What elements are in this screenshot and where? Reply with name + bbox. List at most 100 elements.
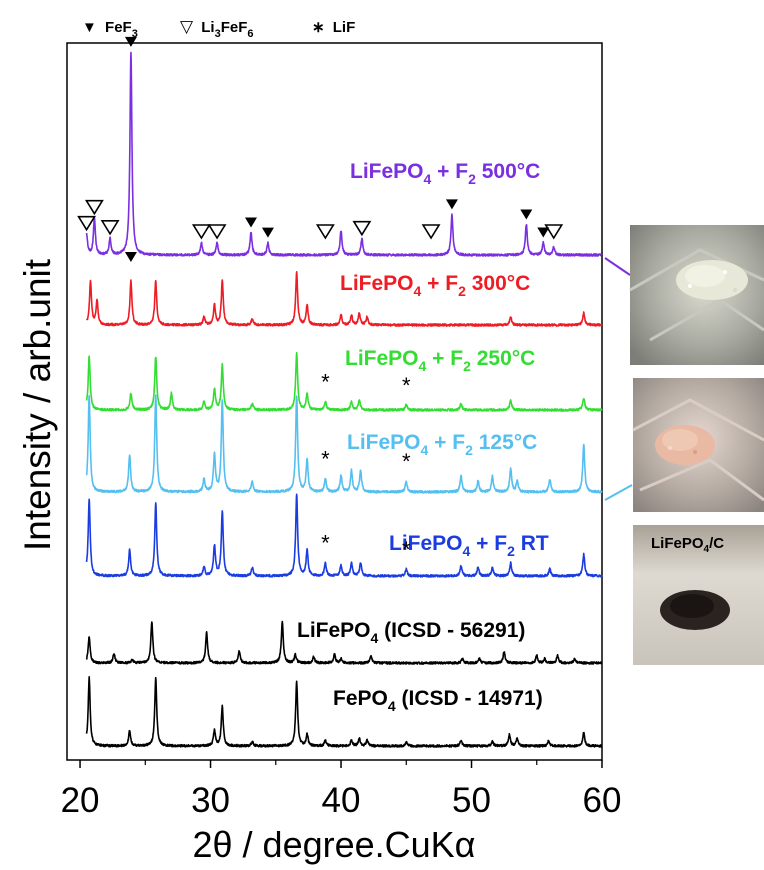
label-sRT-sub: 4: [463, 543, 471, 559]
marker-lif: *: [321, 370, 330, 395]
label-s125-tail: 125°C: [473, 431, 537, 454]
label-s250-post: + F: [426, 347, 463, 370]
label-s500-post: + F: [431, 160, 468, 183]
marker-li3fef6: [100, 220, 120, 236]
label-sRT-sub2: 2: [507, 543, 515, 559]
x-tick-label: 50: [452, 781, 491, 820]
marker-fef3: [261, 227, 274, 238]
marker-li3fef6: [421, 224, 441, 240]
trace-s500: [85, 51, 603, 257]
photo-fluorinated-500: [629, 225, 764, 365]
marker-li3fef6: [315, 224, 335, 240]
label-s300-post: + F: [421, 272, 458, 295]
photo-label-post: /C: [709, 535, 724, 552]
marker-fef3: [520, 209, 533, 220]
legend-li3fef6-base: Li: [201, 19, 214, 36]
peak-markers: * * * * * *: [77, 36, 564, 562]
marker-fef3: [445, 199, 458, 210]
connector-line-500: [604, 257, 631, 276]
label-sFP-post: (ICSD - 14971): [396, 687, 543, 710]
legend-lif: ∗ LiF: [312, 19, 355, 36]
trace-sLFP: [85, 620, 603, 665]
legend-li3fef6: ▽ Li3FeF6: [180, 17, 254, 40]
marker-li3fef6: [544, 224, 564, 240]
trace-s300: [85, 271, 603, 327]
label-s300: LiFePO4 + F2 300°C: [340, 272, 530, 299]
marker-li3fef6: [207, 224, 227, 240]
trace-s250: [85, 351, 603, 412]
label-s125-sub2: 2: [465, 442, 473, 458]
legend-li3fef6-rest: FeF: [221, 19, 248, 36]
legend: ▼ FeF3 ▽ Li3FeF6 ∗ LiF: [82, 17, 355, 40]
photo-label-sub: 4: [704, 544, 710, 555]
legend-li3fef6-sub: 3: [215, 28, 221, 40]
label-sRT-tail: RT: [515, 532, 549, 555]
trace-sRT: [85, 493, 603, 578]
label-sFP: FePO4 (ICSD - 14971): [333, 687, 543, 714]
marker-fef3: [124, 36, 137, 47]
legend-lif-symbol: ∗: [312, 19, 325, 36]
label-s125-post: + F: [428, 431, 465, 454]
label-sLFP: LiFePO4 (ICSD - 56291): [297, 619, 525, 646]
marker-fef3: [244, 217, 257, 228]
legend-lif-base: LiF: [333, 19, 356, 36]
label-s500-sub2: 2: [468, 171, 476, 187]
marker-lif: *: [321, 447, 330, 472]
photo-fluorinated-125: [632, 378, 764, 512]
label-s300-pre: LiFePO: [340, 272, 414, 295]
label-sFP-sub: 4: [388, 698, 396, 714]
legend-fef3-sub: 3: [132, 28, 138, 40]
label-s125: LiFePO4 + F2 125°C: [347, 431, 537, 458]
legend-li3fef6-sub2: 6: [247, 28, 253, 40]
legend-fef3: ▼ FeF3: [82, 19, 138, 40]
trace-s125: [85, 394, 603, 494]
y-axis-label: Intensity / arb.unit: [17, 258, 58, 551]
legend-fef3-base: FeF: [105, 19, 132, 36]
label-sFP-pre: FePO: [333, 687, 388, 710]
label-s125-pre: LiFePO: [347, 431, 421, 454]
series-traces: [85, 51, 603, 748]
label-sLFP-post: (ICSD - 56291): [378, 619, 525, 642]
label-s125-sub: 4: [421, 442, 429, 458]
marker-lif: *: [402, 373, 411, 398]
trace-sFP: [85, 675, 603, 748]
legend-li3fef6-symbol: ▽: [180, 17, 194, 36]
label-s500: LiFePO4 + F2 500°C: [350, 160, 540, 187]
x-tick-label: 40: [322, 781, 361, 820]
label-s250-sub2: 2: [463, 358, 471, 374]
x-tick-label: 20: [61, 781, 100, 820]
label-sRT-pre: LiFePO: [389, 532, 463, 555]
label-s250: LiFePO4 + F2 250°C: [345, 347, 535, 374]
label-sLFP-sub: 4: [371, 630, 379, 646]
photo-label-pre: LiFePO: [651, 535, 704, 552]
marker-li3fef6: [352, 220, 372, 237]
x-axis-ticks: 20 30 40 50 60: [61, 760, 622, 820]
label-s300-sub: 4: [414, 283, 422, 299]
x-axis-label: 2θ / degree.CuKα: [193, 824, 476, 865]
marker-li3fef6: [77, 215, 97, 232]
marker-lif: *: [402, 449, 411, 474]
marker-lif: *: [402, 537, 411, 562]
label-s500-sub: 4: [424, 171, 432, 187]
connector-line-125: [604, 484, 633, 501]
label-sRT: LiFePO4 + F2 RT: [389, 532, 549, 559]
marker-li3fef6: [191, 224, 211, 240]
label-s250-pre: LiFePO: [345, 347, 419, 370]
marker-fef3: [124, 252, 137, 262]
label-s250-tail: 250°C: [471, 347, 535, 370]
label-s500-pre: LiFePO: [350, 160, 424, 183]
label-s250-sub: 4: [419, 358, 427, 374]
marker-li3fef6: [84, 199, 104, 216]
photo-lifepo4-c-label: LiFePO4/C: [651, 535, 724, 555]
label-s300-sub2: 2: [458, 283, 466, 299]
marker-lif: *: [321, 531, 330, 556]
x-tick-label: 30: [191, 781, 230, 820]
photo-lifepo4-c: LiFePO4/C: [633, 525, 764, 665]
label-sLFP-pre: LiFePO: [297, 619, 371, 642]
legend-fef3-symbol: ▼: [82, 19, 97, 36]
marker-fef3: [537, 227, 550, 238]
x-tick-label: 60: [583, 781, 622, 820]
plot-frame: [66, 42, 603, 761]
